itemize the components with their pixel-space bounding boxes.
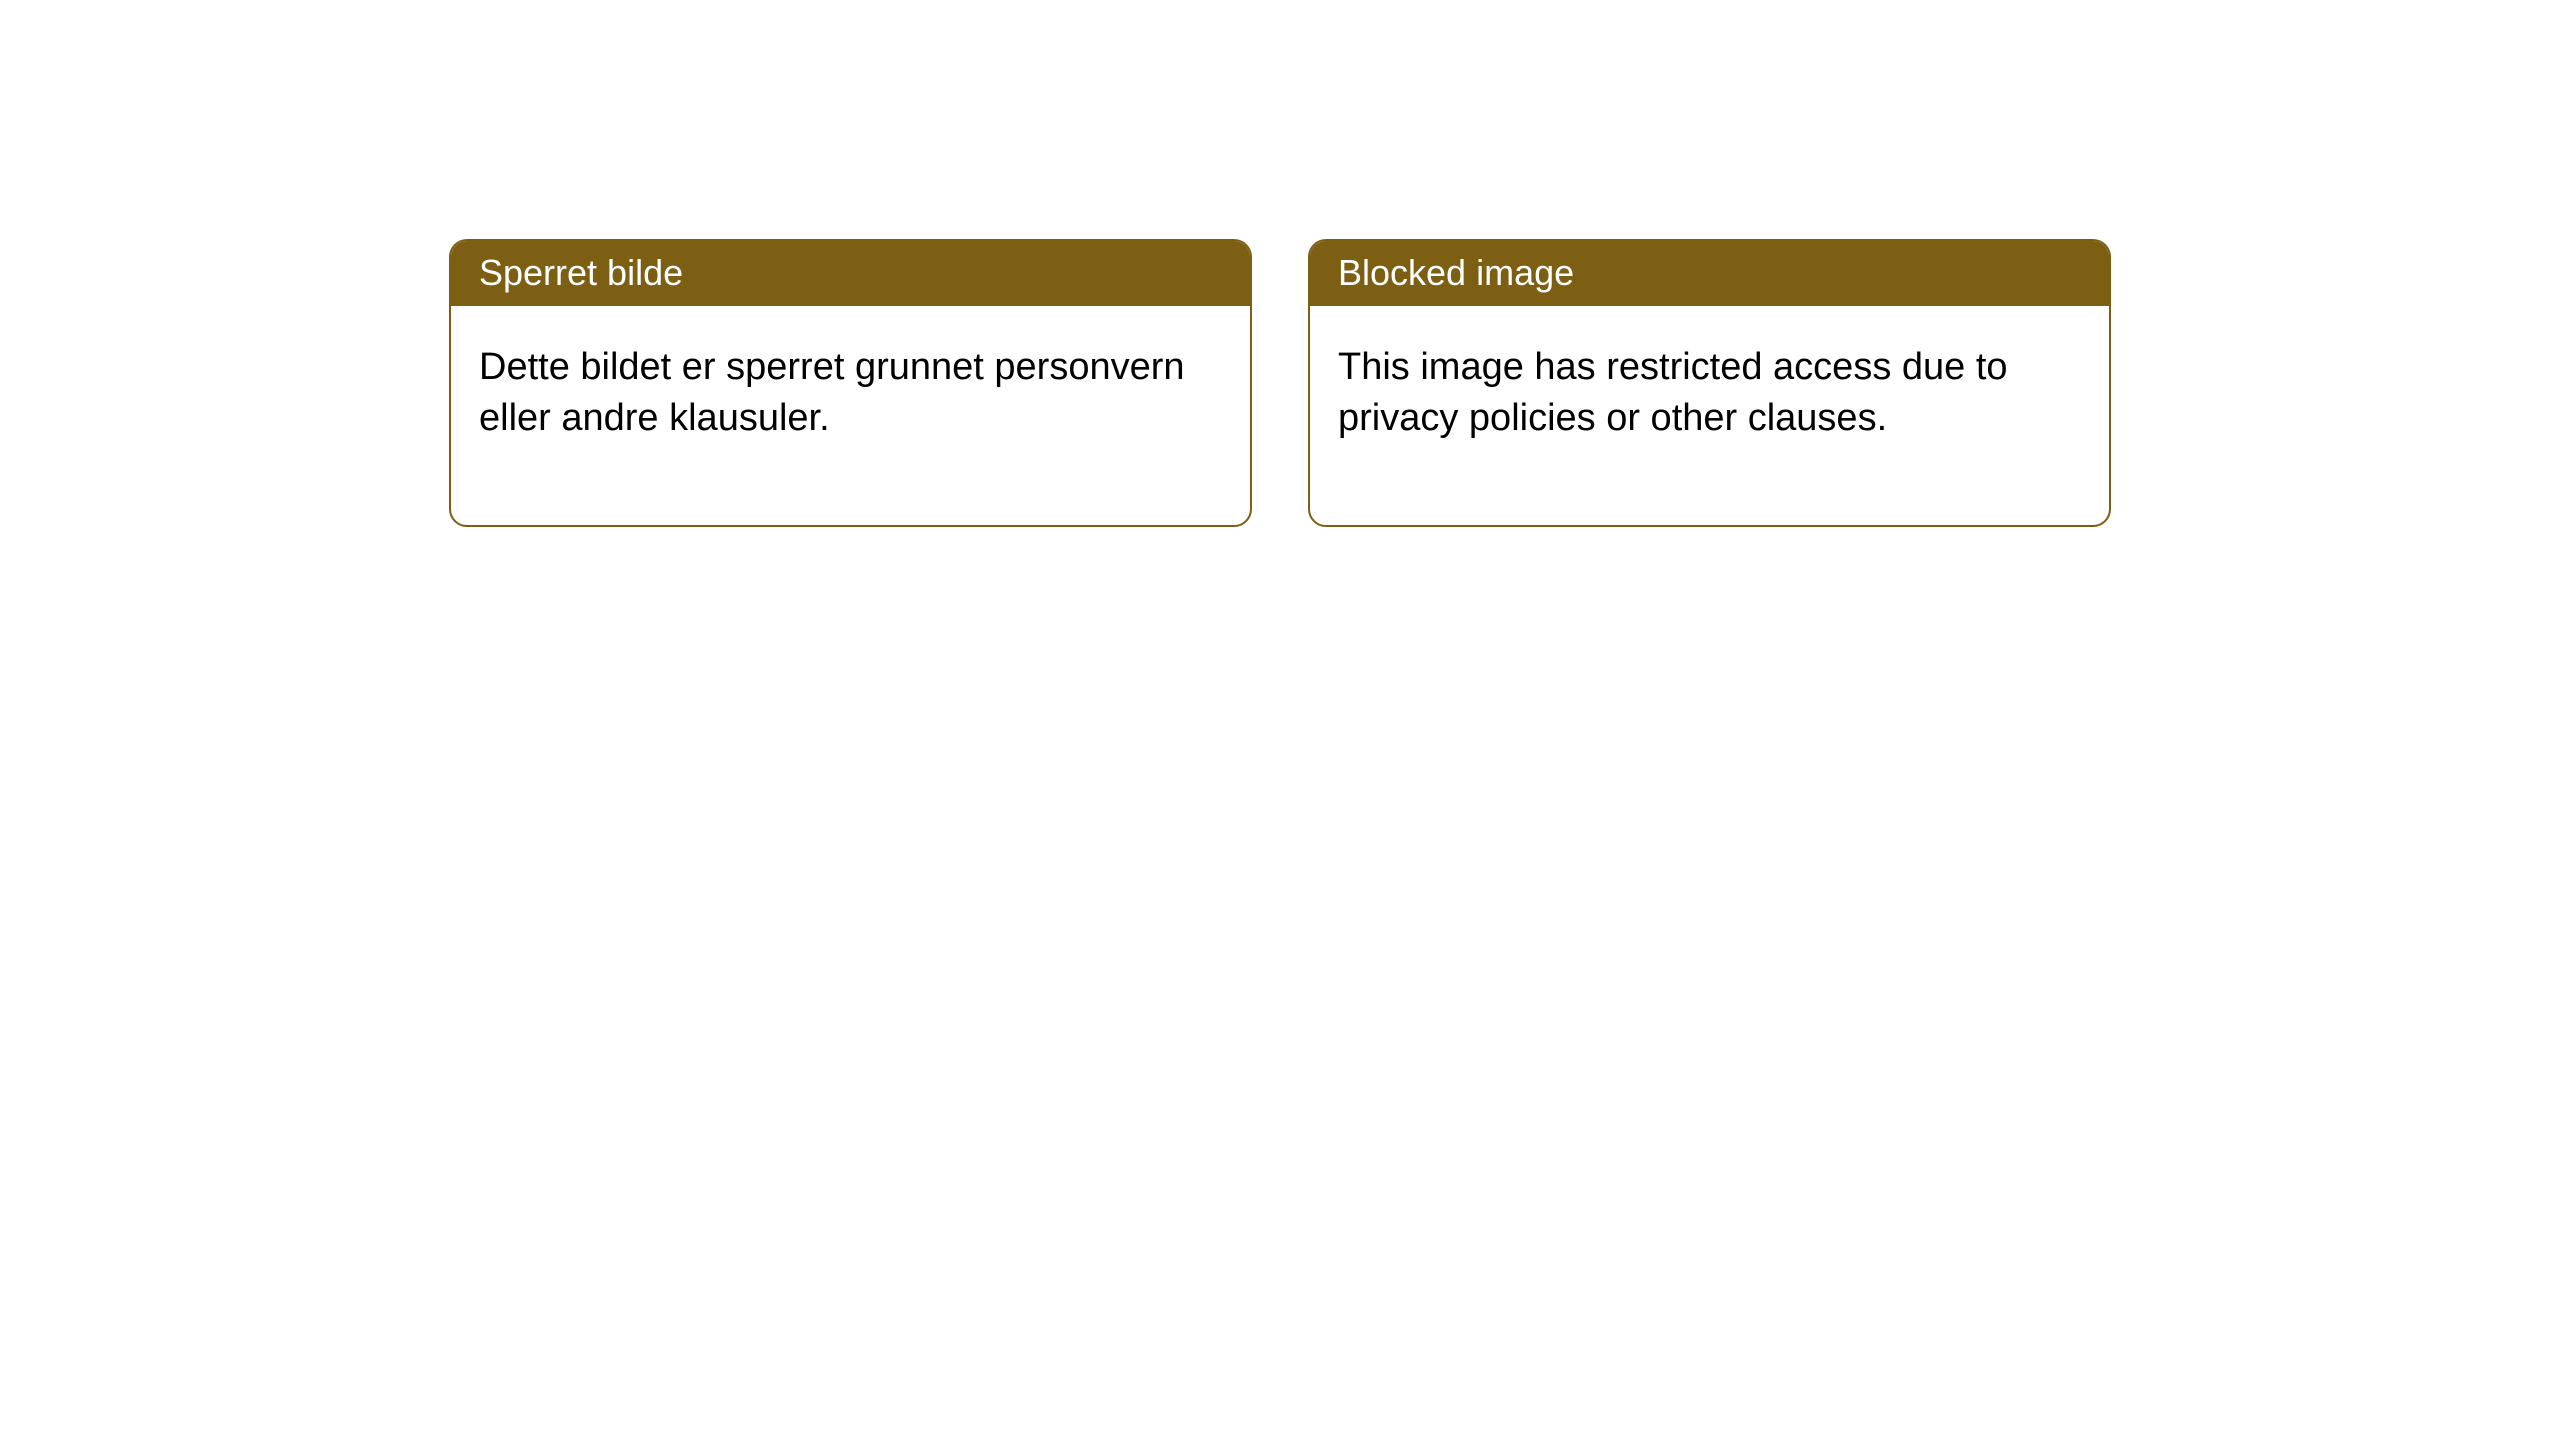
blocked-image-card-no: Sperret bilde Dette bildet er sperret gr… [449, 239, 1252, 527]
card-body-en: This image has restricted access due to … [1310, 306, 2109, 525]
cards-container: Sperret bilde Dette bildet er sperret gr… [0, 0, 2560, 527]
card-header-en: Blocked image [1310, 241, 2109, 306]
card-body-no: Dette bildet er sperret grunnet personve… [451, 306, 1250, 525]
blocked-image-card-en: Blocked image This image has restricted … [1308, 239, 2111, 527]
card-header-no: Sperret bilde [451, 241, 1250, 306]
